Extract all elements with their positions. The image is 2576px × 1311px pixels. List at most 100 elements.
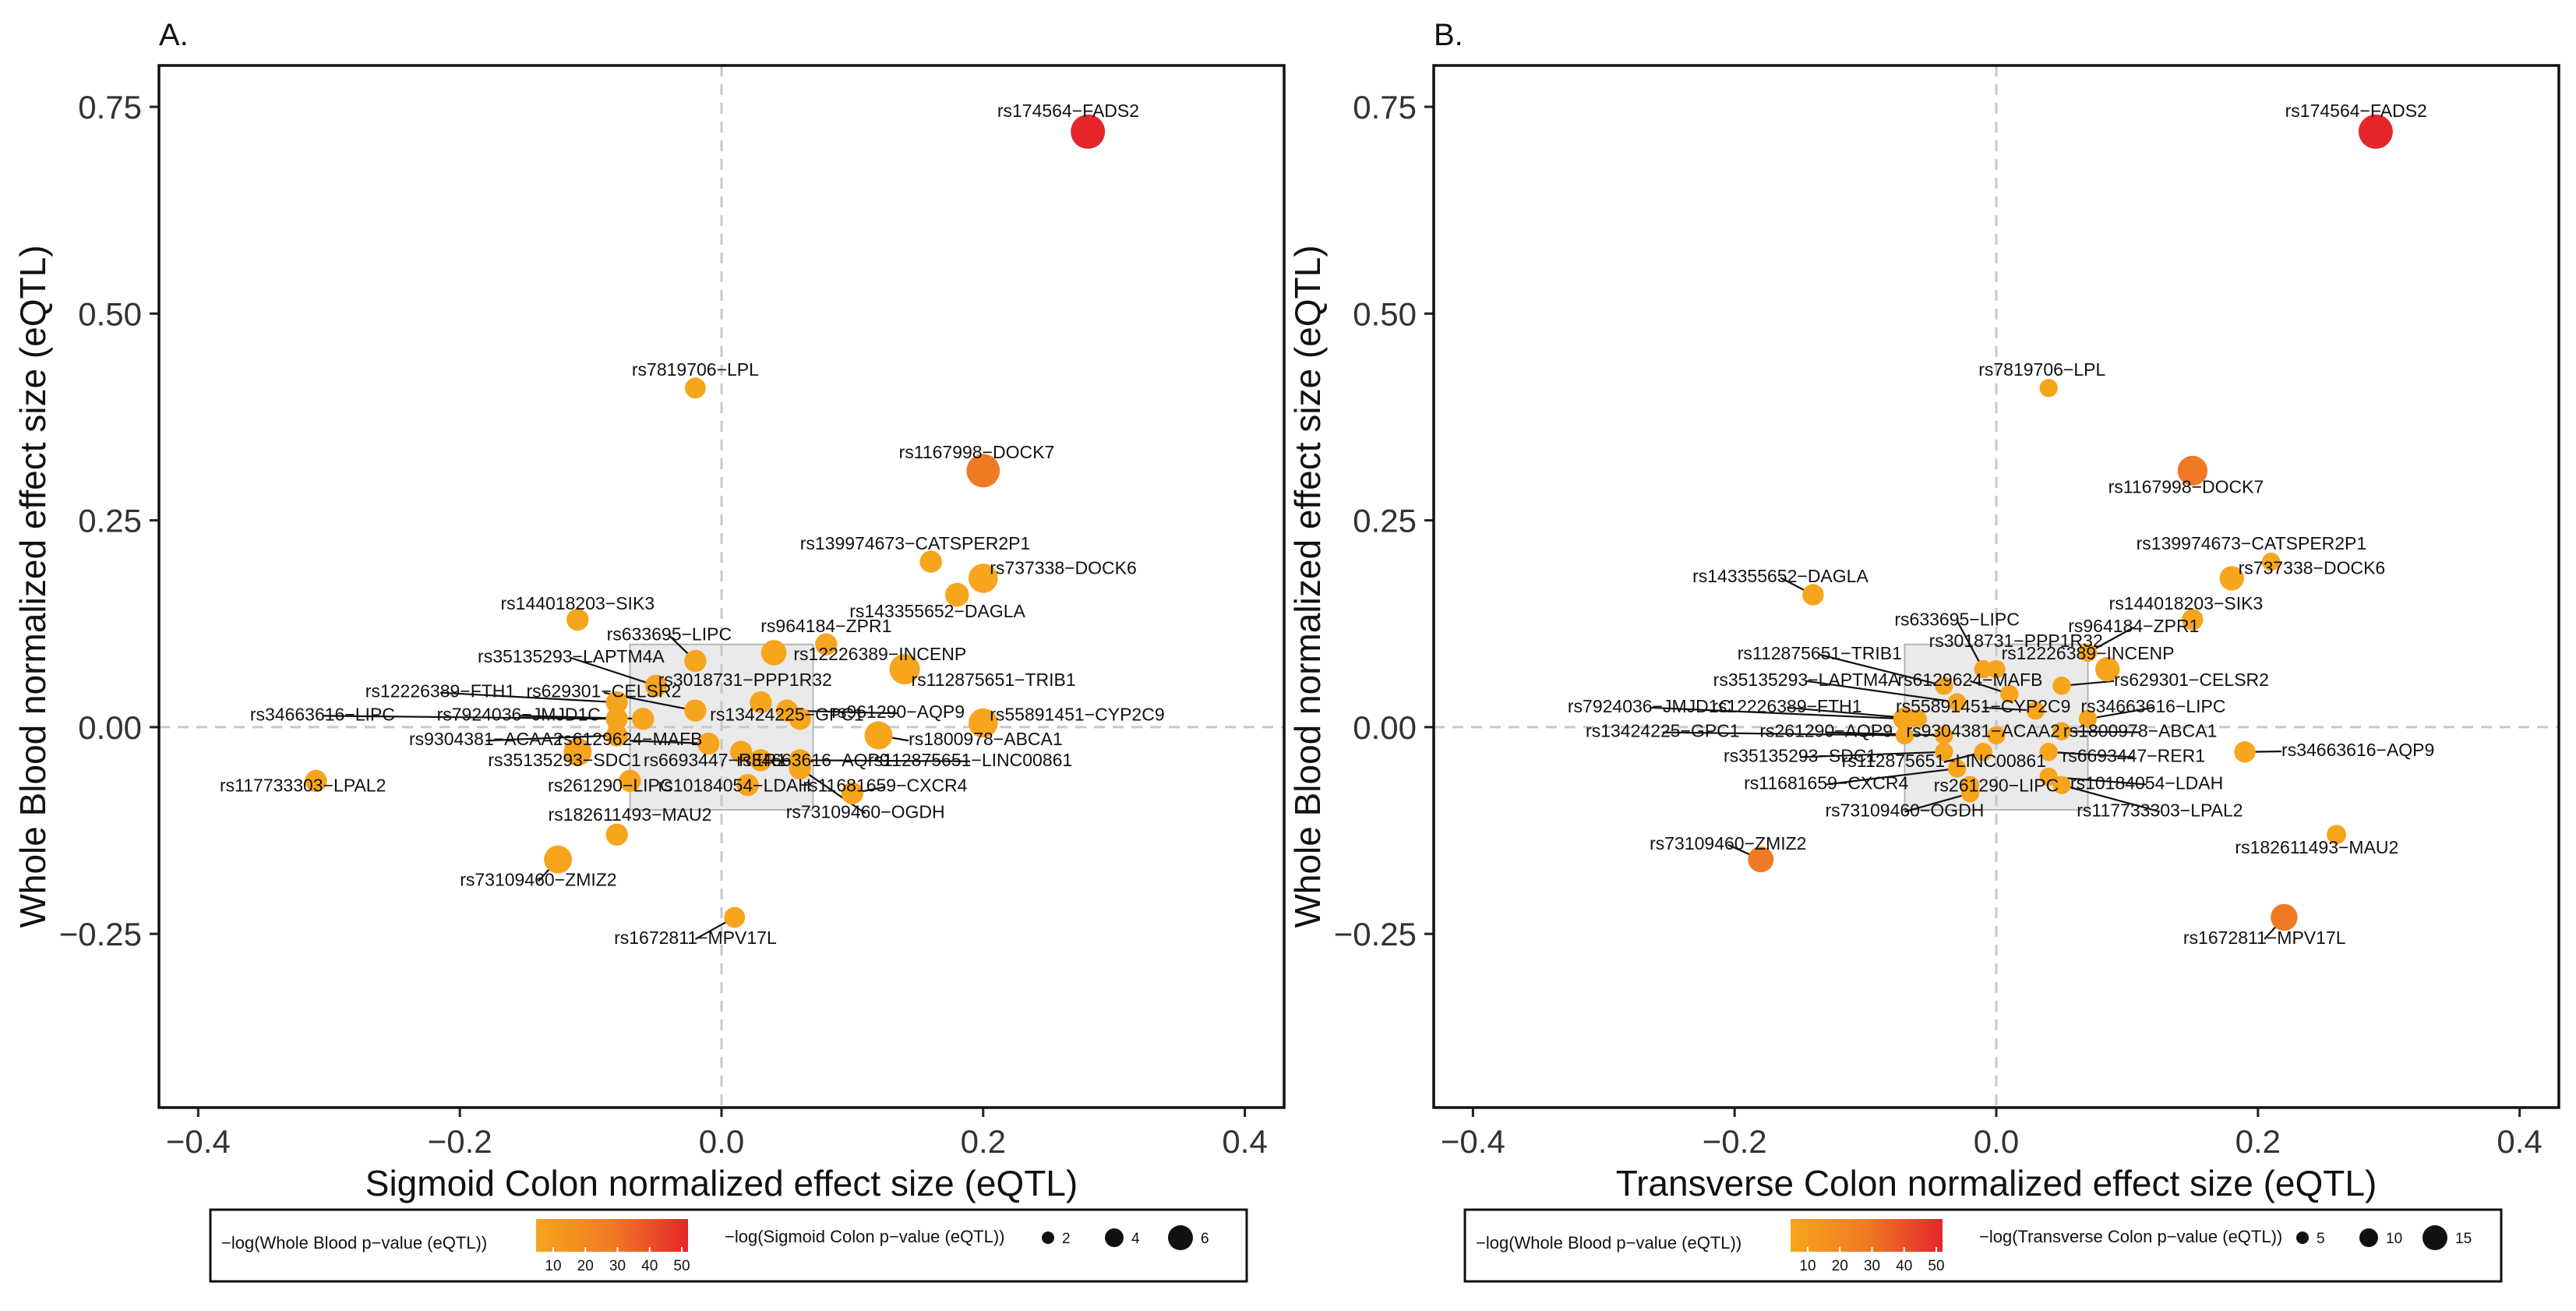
data-point [1893,707,1917,730]
data-point [919,550,942,573]
point-label: rs1167998−DOCK7 [899,442,1055,462]
point-label: rs73109460−ZMIZ2 [1650,833,1806,853]
data-point [563,737,592,766]
point-label: rs6693447−RER1 [2063,745,2205,765]
point-label: rs34663616−LIPC [250,704,395,724]
data-point [1935,726,1953,745]
point-label: rs174564−FADS2 [997,101,1139,121]
point-label: rs112875651−LINC00861 [1842,751,2046,771]
point-label: rs143355652−DAGLA [1692,566,1868,586]
data-point [750,749,772,772]
point-label: rs737338−DOCK6 [990,558,1137,578]
point-label: rs1167998−DOCK7 [2108,477,2264,497]
point-label: rs964184−ZPR1 [760,616,891,636]
data-point [1908,709,1927,728]
y-tick-label: 0.00 [78,709,142,746]
point-label: rs35135293−SDC1 [488,750,640,770]
data-point [684,699,707,722]
data-point [2052,677,2071,695]
data-point [1947,759,1967,778]
legend-size-label: 6 [1201,1231,1209,1247]
x-tick-label: 0.0 [699,1123,744,1160]
data-point [2271,903,2298,931]
x-tick-label: 0.2 [961,1123,1006,1160]
data-point [729,740,753,763]
point-label: rs12226389−FTH1 [365,681,515,701]
point-label: rs7819706−LPL [632,359,759,380]
plot-frame [1432,64,2560,1109]
data-point [697,732,720,755]
point-label: rs737338−DOCK6 [2239,558,2386,578]
data-point [750,691,772,714]
plot-frame [157,64,1286,1109]
data-point [544,845,573,874]
data-point [2358,114,2393,149]
legend-color-tick-label: 30 [1864,1258,1880,1274]
leader-line [1826,731,1944,737]
legend-size-title: −log(Transverse Colon p−value (eQTL)) [1979,1227,2282,1246]
data-point [566,608,589,631]
point-label: rs633695−LIPC [607,624,732,644]
legend-size-label: 4 [1131,1231,1140,1247]
point-label: rs112875651−TRIB1 [911,670,1075,690]
point-label: rs9304381−ACAA2 [409,729,563,749]
leader-line [2087,706,2154,720]
legend-color-title: −log(Whole Blood p−value (eQTL)) [1476,1233,1741,1253]
x-tick-label: −0.2 [428,1123,492,1160]
leader-line [799,759,971,762]
y-tick-label: −0.25 [59,916,142,952]
leader-line [1956,620,1985,670]
legend-size-dot [2296,1231,2309,1244]
data-point [1802,584,1824,606]
data-point [2078,643,2098,663]
y-tick-label: 0.50 [1353,295,1417,332]
legend-size-dot [1042,1231,1054,1244]
leader-line [1904,792,1971,813]
point-label: rs11681659−CXCR4 [803,776,967,796]
data-point [632,708,655,730]
data-point [605,691,628,714]
data-point [789,757,811,780]
legend-size-label: 2 [1062,1231,1071,1247]
point-label: rs7924036−JMJD1C [437,704,601,724]
data-point [944,582,969,607]
data-point [1748,846,1774,873]
data-point [2177,455,2208,486]
point-label: rs35135293−LAPTM4A [478,646,665,666]
data-point [2052,776,2071,794]
legend-size-dot [2359,1228,2378,1247]
point-label: rs144018203−SIK3 [501,593,655,613]
leader-line [2061,730,2140,733]
legend-color-gradient [536,1219,688,1252]
panel-label: B. [1434,18,1463,52]
data-point [1987,726,2006,745]
data-point [1974,743,1992,762]
legend-color-tick-label: 10 [545,1258,561,1274]
y-tick-label: 0.00 [1353,709,1417,746]
data-point [1960,784,1980,803]
data-point [2039,743,2058,762]
legend-color-tick-label: 30 [609,1258,626,1274]
legend-color-tick-label: 20 [1832,1258,1848,1274]
legend-color-tick-label: 20 [577,1258,594,1274]
point-label: rs629301−CELSR2 [2114,670,2269,690]
point-label: rs55891451−CYP2C9 [1896,696,2070,716]
point-label: rs34663616−LIPC [2080,696,2225,716]
leader-line [630,740,709,745]
data-point [841,782,864,804]
x-tick-label: 0.4 [1222,1123,1267,1160]
leader-line [1819,653,1945,687]
legend-size-label: 15 [2455,1231,2472,1247]
point-label: rs9304381−ACAA2 [1906,721,2060,741]
data-point [2182,609,2204,631]
data-point [1935,677,1953,695]
point-label: rs13424225−GPC1 [1586,721,1740,741]
point-label: rs73109460−OGDH [786,802,945,822]
leader-line [1806,680,1957,704]
point-label: rs73109460−OGDH [1825,800,1984,820]
x-tick-label: 0.2 [2235,1123,2281,1160]
point-label: rs73109460−ZMIZ2 [460,870,616,890]
point-label: rs3018731−PPP1R32 [1929,631,2103,651]
